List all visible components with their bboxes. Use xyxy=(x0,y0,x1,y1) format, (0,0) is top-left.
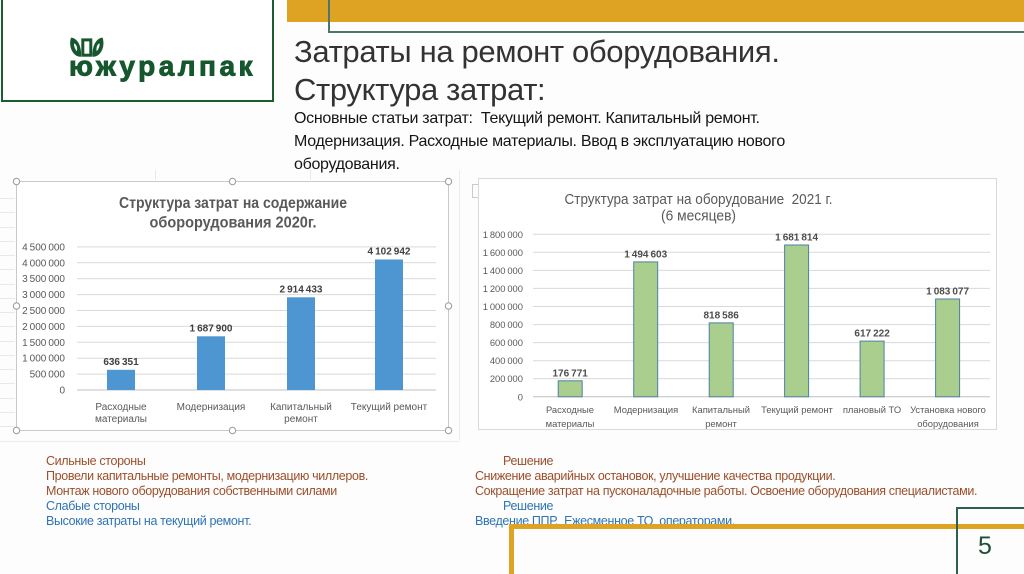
svg-text:4 500 000: 4 500 000 xyxy=(22,242,65,253)
svg-text:600 000: 600 000 xyxy=(490,337,523,348)
svg-text:1 200 000: 1 200 000 xyxy=(483,283,523,294)
svg-text:Модернизация: Модернизация xyxy=(177,402,246,413)
svg-text:южуралпак: южуралпак xyxy=(69,51,256,82)
svg-text:Текущий ремонт: Текущий ремонт xyxy=(761,404,833,415)
svg-text:Текущий ремонт: Текущий ремонт xyxy=(351,402,428,413)
svg-text:2 500 000: 2 500 000 xyxy=(22,306,65,317)
svg-text:Расходные: Расходные xyxy=(546,404,594,415)
svg-text:1 083 077: 1 083 077 xyxy=(926,287,969,298)
svg-text:1 600 000: 1 600 000 xyxy=(483,247,523,258)
svg-text:176 771: 176 771 xyxy=(553,368,589,379)
svg-text:636 351: 636 351 xyxy=(103,357,139,368)
svg-text:0: 0 xyxy=(518,391,523,402)
svg-text:Капитальный: Капитальный xyxy=(270,402,332,413)
svg-text:Расходные: Расходные xyxy=(95,402,147,413)
svg-text:400 000: 400 000 xyxy=(490,355,523,366)
svg-text:ремонт: ремонт xyxy=(284,414,318,425)
svg-text:800 000: 800 000 xyxy=(490,319,523,330)
svg-text:4 102 942: 4 102 942 xyxy=(368,247,411,258)
svg-text:1 400 000: 1 400 000 xyxy=(483,265,523,276)
svg-text:1 494 603: 1 494 603 xyxy=(624,249,667,260)
svg-text:3 000 000: 3 000 000 xyxy=(22,290,65,301)
svg-text:оборудования: оборудования xyxy=(917,418,979,429)
svg-text:(6 месяцев): (6 месяцев) xyxy=(661,208,736,225)
svg-text:1 681 814: 1 681 814 xyxy=(775,233,818,244)
svg-text:0: 0 xyxy=(59,386,65,397)
svg-text:1 500 000: 1 500 000 xyxy=(22,338,65,349)
svg-text:1 000 000: 1 000 000 xyxy=(483,301,523,312)
svg-text:2 000 000: 2 000 000 xyxy=(22,322,65,333)
svg-text:2 914 433: 2 914 433 xyxy=(280,284,323,295)
svg-text:Установка нового: Установка нового xyxy=(910,404,986,415)
svg-text:200 000: 200 000 xyxy=(490,373,523,384)
svg-text:Структура затрат на содержание: Структура затрат на содержание xyxy=(119,195,347,212)
svg-text:оборорудования 2020г.: оборорудования 2020г. xyxy=(150,215,317,232)
svg-text:1 800 000: 1 800 000 xyxy=(483,229,523,240)
svg-text:плановый ТО: плановый ТО xyxy=(843,404,901,415)
svg-text:материалы: материалы xyxy=(95,414,147,425)
svg-text:Капитальный: Капитальный xyxy=(692,404,750,415)
svg-text:3 500 000: 3 500 000 xyxy=(22,274,65,285)
svg-text:500 000: 500 000 xyxy=(30,370,66,381)
svg-text:Модернизация: Модернизация xyxy=(614,404,678,415)
svg-text:617 222: 617 222 xyxy=(854,329,890,340)
svg-text:Структура затрат на оборудован: Структура затрат на оборудование 2021 г. xyxy=(565,191,833,208)
svg-text:4 000 000: 4 000 000 xyxy=(22,258,65,269)
svg-text:ремонт: ремонт xyxy=(705,418,737,429)
svg-text:1 687 900: 1 687 900 xyxy=(190,323,233,334)
svg-text:1 000 000: 1 000 000 xyxy=(22,354,65,365)
svg-text:материалы: материалы xyxy=(546,418,595,429)
svg-text:818 586: 818 586 xyxy=(704,310,740,321)
